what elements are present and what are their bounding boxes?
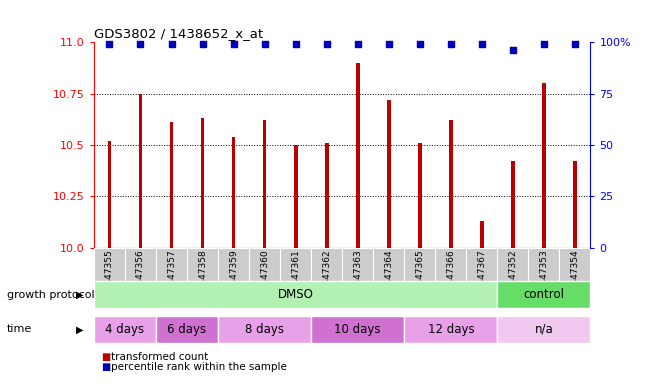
Text: GSM447365: GSM447365 <box>415 250 424 304</box>
Text: GSM447360: GSM447360 <box>260 250 269 304</box>
Bar <box>480 221 484 248</box>
Bar <box>573 161 577 248</box>
Bar <box>342 248 373 309</box>
Bar <box>94 281 497 308</box>
Text: GSM447354: GSM447354 <box>570 250 580 304</box>
Bar <box>156 316 218 343</box>
Bar <box>156 248 187 309</box>
Point <box>197 41 208 47</box>
Text: GSM447367: GSM447367 <box>477 250 486 304</box>
Bar <box>449 120 453 248</box>
Bar <box>311 316 404 343</box>
Text: GSM447363: GSM447363 <box>353 250 362 304</box>
Text: GSM447364: GSM447364 <box>384 250 393 304</box>
Text: percentile rank within the sample: percentile rank within the sample <box>111 362 287 372</box>
Text: GSM447352: GSM447352 <box>509 250 517 304</box>
Text: ■: ■ <box>101 362 110 372</box>
Bar <box>404 248 435 309</box>
Point <box>415 41 425 47</box>
Bar <box>325 143 329 248</box>
Bar <box>125 248 156 309</box>
Bar <box>466 248 497 309</box>
Text: DMSO: DMSO <box>278 288 313 301</box>
Text: GSM447359: GSM447359 <box>229 250 238 304</box>
Point <box>352 41 363 47</box>
Bar <box>404 316 497 343</box>
Text: n/a: n/a <box>535 323 554 336</box>
Text: 10 days: 10 days <box>334 323 381 336</box>
Text: ▶: ▶ <box>76 290 84 300</box>
Bar <box>218 316 311 343</box>
Point <box>104 41 115 47</box>
Text: GSM447362: GSM447362 <box>322 250 331 304</box>
Text: transformed count: transformed count <box>111 352 208 362</box>
Bar <box>418 143 421 248</box>
Bar <box>170 122 173 248</box>
Bar <box>387 100 391 248</box>
Point <box>166 41 177 47</box>
Bar <box>187 248 218 309</box>
Text: ■: ■ <box>101 352 110 362</box>
Bar <box>94 316 156 343</box>
Bar <box>249 248 280 309</box>
Text: GDS3802 / 1438652_x_at: GDS3802 / 1438652_x_at <box>94 26 263 40</box>
Text: GSM447361: GSM447361 <box>291 250 300 304</box>
Text: 12 days: 12 days <box>427 323 474 336</box>
Bar <box>373 248 404 309</box>
Bar <box>529 248 560 309</box>
Bar <box>107 141 111 248</box>
Bar <box>94 248 125 309</box>
Bar <box>139 94 142 248</box>
Text: GSM447357: GSM447357 <box>167 250 176 304</box>
Text: GSM447366: GSM447366 <box>446 250 456 304</box>
Bar <box>263 120 266 248</box>
Point <box>259 41 270 47</box>
Point <box>383 41 394 47</box>
Bar <box>542 83 546 248</box>
Point <box>570 41 580 47</box>
Bar <box>218 248 249 309</box>
Point <box>476 41 487 47</box>
Bar <box>560 248 590 309</box>
Point <box>228 41 239 47</box>
Text: GSM447355: GSM447355 <box>105 250 114 304</box>
Text: 4 days: 4 days <box>105 323 144 336</box>
Bar <box>435 248 466 309</box>
Text: growth protocol: growth protocol <box>7 290 95 300</box>
Bar <box>294 145 297 248</box>
Point <box>135 41 146 47</box>
Bar <box>497 248 529 309</box>
Text: GSM447353: GSM447353 <box>539 250 548 304</box>
Point <box>321 41 332 47</box>
Bar <box>497 281 590 308</box>
Point <box>507 47 518 53</box>
Bar <box>280 248 311 309</box>
Point <box>446 41 456 47</box>
Bar <box>511 161 515 248</box>
Text: time: time <box>7 324 32 334</box>
Point <box>291 41 301 47</box>
Bar <box>231 137 236 248</box>
Text: 8 days: 8 days <box>245 323 284 336</box>
Point <box>539 41 550 47</box>
Text: GSM447356: GSM447356 <box>136 250 145 304</box>
Bar <box>311 248 342 309</box>
Bar <box>497 316 590 343</box>
Text: 6 days: 6 days <box>168 323 207 336</box>
Bar <box>201 118 205 248</box>
Text: control: control <box>523 288 564 301</box>
Text: ▶: ▶ <box>76 324 84 334</box>
Text: GSM447358: GSM447358 <box>198 250 207 304</box>
Bar <box>356 63 360 248</box>
